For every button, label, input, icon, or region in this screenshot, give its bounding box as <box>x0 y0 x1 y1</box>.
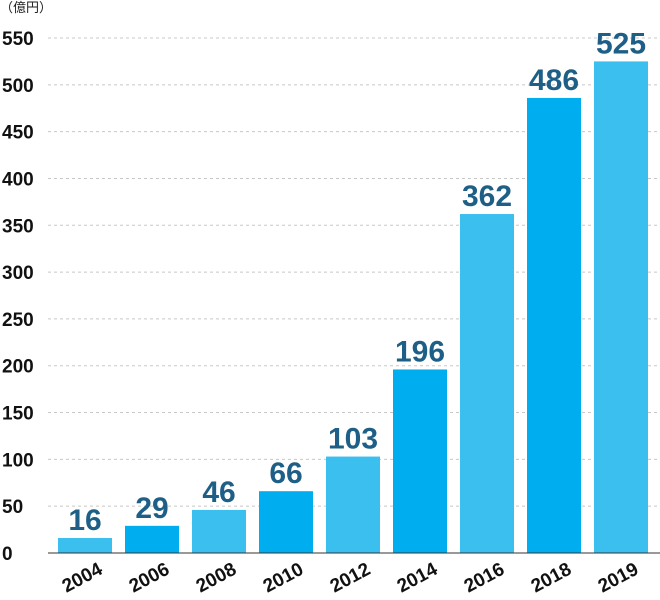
bar <box>192 509 246 553</box>
data-label: 486 <box>529 64 579 97</box>
x-tick-label: 2004 <box>59 559 107 598</box>
x-tick-label: 2018 <box>528 559 575 597</box>
x-tick-label: 2006 <box>126 559 173 597</box>
y-tick-label: 400 <box>2 169 34 190</box>
y-tick-label: 0 <box>2 544 13 565</box>
bar <box>58 538 112 553</box>
x-tick-label: 2012 <box>327 559 374 597</box>
y-tick-label: 450 <box>2 123 34 144</box>
y-tick-label: 550 <box>2 29 34 50</box>
bars <box>58 61 648 554</box>
bar <box>393 369 447 553</box>
y-tick-label: 200 <box>2 357 34 378</box>
bar <box>259 491 313 553</box>
x-tick-label: 2014 <box>394 559 442 598</box>
y-tick-label: 250 <box>2 310 34 331</box>
y-tick-label: 50 <box>2 497 23 518</box>
data-label: 196 <box>395 335 445 368</box>
bar <box>460 214 514 553</box>
x-tick-label: 2010 <box>260 559 307 597</box>
bar <box>326 456 380 553</box>
data-label: 29 <box>135 492 168 525</box>
y-tick-label: 150 <box>2 404 34 425</box>
data-label: 46 <box>202 476 235 509</box>
unit-label: （億円） <box>0 0 52 16</box>
bar <box>527 97 581 553</box>
data-label: 16 <box>68 504 101 537</box>
y-tick-label: 350 <box>2 216 34 237</box>
gridlines <box>48 37 660 507</box>
data-labels: 16 29 46 66 103 196 362 486 525 <box>68 27 646 537</box>
data-label: 103 <box>328 423 378 456</box>
data-label: 362 <box>462 180 512 213</box>
y-tick-label: 100 <box>2 450 34 471</box>
data-label: 66 <box>269 457 302 490</box>
data-label: 525 <box>596 27 646 60</box>
bar <box>594 61 648 554</box>
x-tick-label: 2016 <box>461 559 508 597</box>
x-tick-label: 2019 <box>595 559 642 597</box>
x-axis-ticks: 2004 2006 2008 2010 2012 2014 2016 2018 2019 <box>59 559 642 598</box>
y-tick-label: 300 <box>2 263 34 284</box>
y-axis-ticks: 0 50 100 150 200 250 300 350 400 450 500 550 <box>2 29 34 565</box>
x-tick-label: 2008 <box>193 559 240 597</box>
bar <box>125 525 179 553</box>
y-tick-label: 500 <box>2 76 34 97</box>
